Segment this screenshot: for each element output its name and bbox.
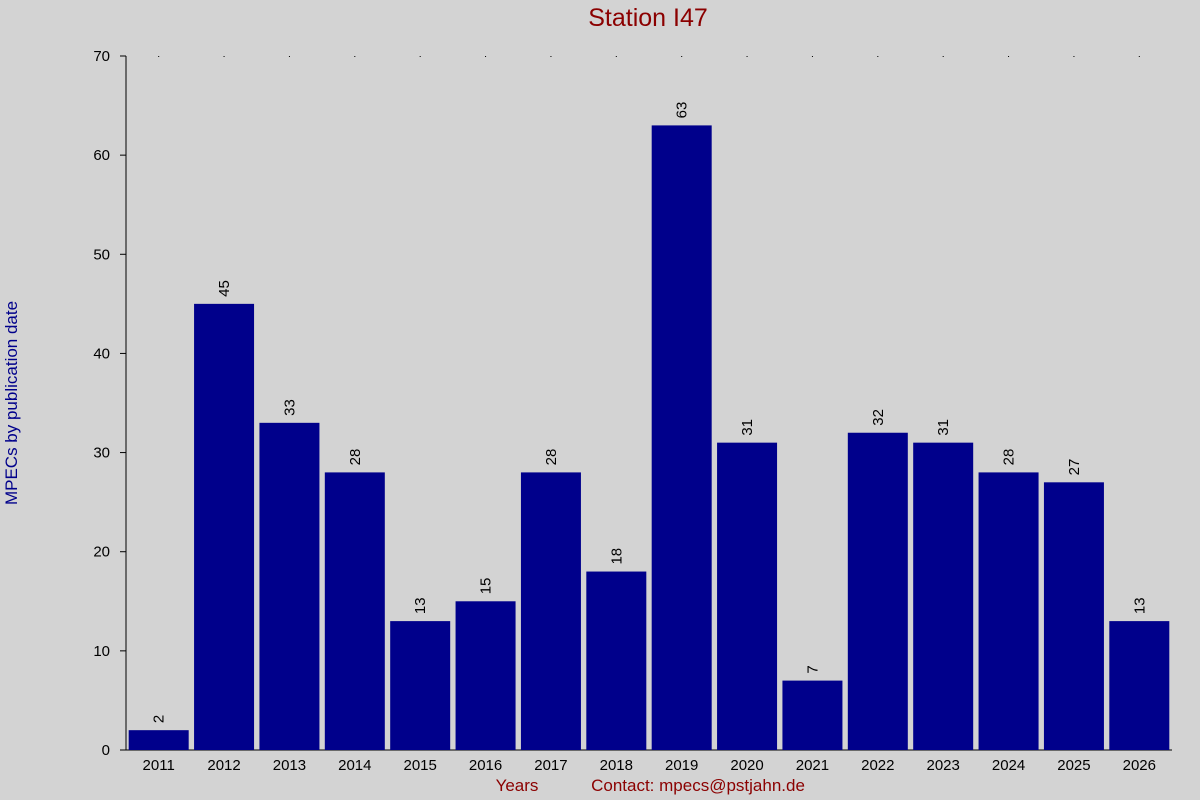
y-tick-label: 10: [93, 643, 110, 660]
chart-title: Station I47: [588, 4, 708, 32]
x-tick-label: 2017: [534, 757, 567, 774]
value-label: 63: [674, 102, 691, 119]
top-dot: [746, 56, 748, 57]
value-label: 33: [281, 399, 298, 416]
value-label: 2: [151, 715, 168, 723]
y-tick-label: 20: [93, 544, 110, 561]
y-tick-label: 50: [93, 246, 110, 263]
value-label: 15: [478, 578, 495, 595]
value-label: 28: [543, 449, 560, 466]
x-axis-label: Years: [496, 776, 539, 795]
y-tick-label: 60: [93, 147, 110, 164]
y-tick-label: 40: [93, 345, 110, 362]
top-dot: [615, 56, 617, 57]
value-label: 7: [804, 665, 821, 673]
bar: [1109, 621, 1170, 750]
x-tick-label: 2015: [404, 757, 437, 774]
top-dot: [354, 56, 356, 57]
bar: [324, 472, 385, 750]
top-dot: [811, 56, 813, 57]
bar: [194, 303, 255, 750]
value-label: 31: [739, 419, 756, 436]
x-tick-label: 2022: [861, 757, 894, 774]
x-tick-label: 2018: [600, 757, 633, 774]
top-dot: [1138, 56, 1140, 57]
x-tick-label: 2013: [273, 757, 306, 774]
y-tick-label: 30: [93, 445, 110, 462]
x-tick-label: 2021: [796, 757, 829, 774]
bar: [978, 472, 1039, 750]
bar: [782, 680, 843, 750]
value-label: 28: [347, 449, 364, 466]
bar: [847, 432, 908, 750]
y-tick-label: 70: [93, 48, 110, 65]
top-dot: [158, 56, 160, 57]
bar: [390, 621, 451, 750]
top-dot: [419, 56, 421, 57]
bar: [1043, 482, 1104, 750]
top-dot: [288, 56, 290, 57]
bar: [586, 571, 647, 750]
x-tick-label: 2023: [927, 757, 960, 774]
x-tick-label: 2012: [207, 757, 240, 774]
top-dot: [485, 56, 487, 57]
value-label: 13: [412, 597, 429, 614]
x-tick-label: 2020: [730, 757, 763, 774]
x-tick-label: 2011: [143, 757, 175, 774]
value-label: 31: [935, 419, 952, 436]
y-axis-label: MPECs by publication date: [2, 301, 21, 505]
x-tick-label: 2026: [1123, 757, 1156, 774]
value-label: 32: [870, 409, 887, 426]
top-dot: [550, 56, 552, 57]
value-label: 18: [608, 548, 625, 565]
x-tick-label: 2025: [1057, 757, 1090, 774]
top-dot: [877, 56, 879, 57]
top-dot: [1073, 56, 1075, 57]
value-label: 27: [1066, 459, 1083, 476]
value-label: 45: [216, 280, 233, 297]
value-label: 28: [1001, 449, 1018, 466]
bar: [520, 472, 581, 750]
x-tick-label: 2019: [665, 757, 698, 774]
top-dot: [1008, 56, 1010, 57]
top-dot: [223, 56, 225, 57]
bar: [717, 442, 778, 750]
bar: [651, 125, 712, 750]
y-tick-label: 0: [102, 742, 110, 759]
bar: [455, 601, 516, 750]
bar: [913, 442, 974, 750]
bar: [128, 730, 189, 750]
value-label: 13: [1131, 597, 1148, 614]
footer: Contact: mpecs@pstjahn.de: [591, 776, 805, 795]
x-tick-label: 2016: [469, 757, 502, 774]
bar: [259, 422, 320, 750]
top-dot: [942, 56, 944, 57]
x-tick-label: 2024: [992, 757, 1025, 774]
x-tick-label: 2014: [338, 757, 371, 774]
top-dot: [681, 56, 683, 57]
